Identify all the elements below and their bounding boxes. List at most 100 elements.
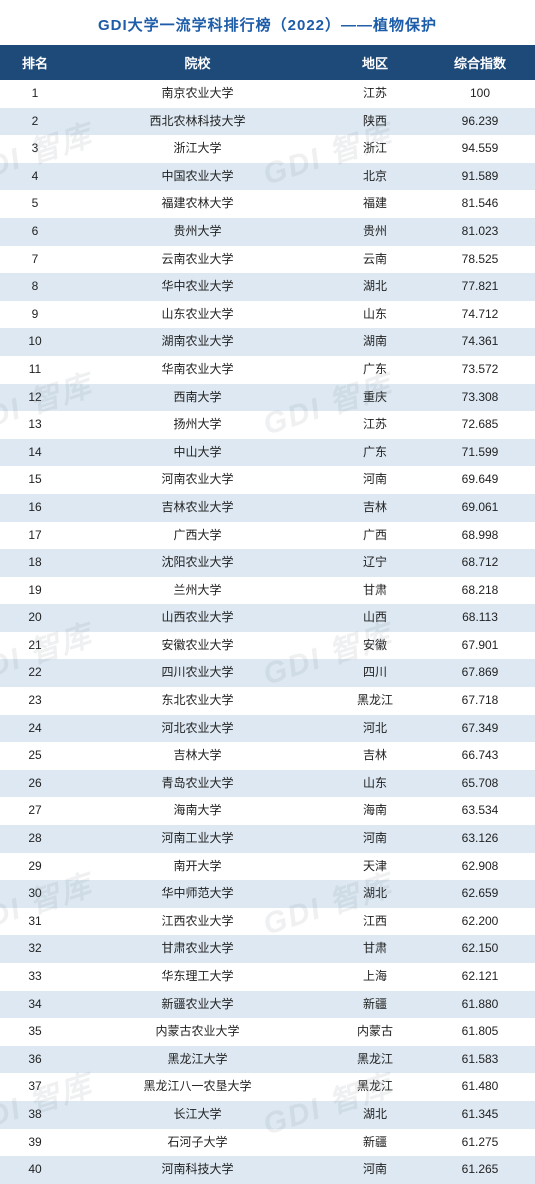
page-title: GDI大学一流学科排行榜（2022）——植物保护 (0, 0, 535, 45)
cell-rank: 3 (0, 135, 70, 163)
cell-school: 山西农业大学 (70, 604, 325, 632)
cell-score: 68.218 (425, 577, 535, 605)
cell-rank: 29 (0, 853, 70, 881)
cell-school: 内蒙古农业大学 (70, 1018, 325, 1046)
cell-school: 四川农业大学 (70, 659, 325, 687)
col-header-region: 地区 (325, 45, 425, 80)
cell-region: 新疆 (325, 1129, 425, 1157)
cell-region: 辽宁 (325, 549, 425, 577)
cell-score: 67.718 (425, 687, 535, 715)
cell-score: 61.480 (425, 1073, 535, 1101)
cell-school: 浙江大学 (70, 135, 325, 163)
cell-region: 山东 (325, 301, 425, 329)
cell-score: 61.265 (425, 1156, 535, 1184)
cell-region: 甘肃 (325, 935, 425, 963)
cell-school: 安徽农业大学 (70, 632, 325, 660)
cell-school: 云南农业大学 (70, 246, 325, 274)
cell-school: 沈阳农业大学 (70, 549, 325, 577)
cell-school: 吉林大学 (70, 742, 325, 770)
cell-score: 73.572 (425, 356, 535, 384)
cell-score: 69.649 (425, 466, 535, 494)
cell-region: 河南 (325, 466, 425, 494)
cell-school: 西南大学 (70, 384, 325, 412)
cell-region: 甘肃 (325, 577, 425, 605)
cell-rank: 12 (0, 384, 70, 412)
cell-rank: 6 (0, 218, 70, 246)
cell-region: 湖南 (325, 328, 425, 356)
table-row: 13扬州大学江苏72.685 (0, 411, 535, 439)
cell-score: 74.712 (425, 301, 535, 329)
cell-rank: 10 (0, 328, 70, 356)
table-row: 21安徽农业大学安徽67.901 (0, 632, 535, 660)
cell-region: 天津 (325, 853, 425, 881)
cell-rank: 28 (0, 825, 70, 853)
cell-score: 68.712 (425, 549, 535, 577)
cell-region: 黑龙江 (325, 1046, 425, 1074)
cell-rank: 36 (0, 1046, 70, 1074)
cell-region: 湖北 (325, 880, 425, 908)
cell-score: 61.345 (425, 1101, 535, 1129)
table-row: 37黑龙江八一农垦大学黑龙江61.480 (0, 1073, 535, 1101)
cell-score: 62.908 (425, 853, 535, 881)
table-row: 19兰州大学甘肃68.218 (0, 577, 535, 605)
cell-school: 石河子大学 (70, 1129, 325, 1157)
cell-region: 湖北 (325, 1101, 425, 1129)
cell-rank: 16 (0, 494, 70, 522)
cell-school: 兰州大学 (70, 577, 325, 605)
table-row: 11华南农业大学广东73.572 (0, 356, 535, 384)
cell-region: 云南 (325, 246, 425, 274)
table-row: 3浙江大学浙江94.559 (0, 135, 535, 163)
table-row: 7云南农业大学云南78.525 (0, 246, 535, 274)
table-row: 15河南农业大学河南69.649 (0, 466, 535, 494)
cell-score: 61.880 (425, 991, 535, 1019)
table-row: 14中山大学广东71.599 (0, 439, 535, 467)
cell-rank: 37 (0, 1073, 70, 1101)
cell-school: 河北农业大学 (70, 715, 325, 743)
cell-school: 海南大学 (70, 797, 325, 825)
cell-score: 63.534 (425, 797, 535, 825)
cell-rank: 26 (0, 770, 70, 798)
cell-rank: 4 (0, 163, 70, 191)
cell-region: 黑龙江 (325, 1073, 425, 1101)
cell-score: 96.239 (425, 108, 535, 136)
table-row: 17广西大学广西68.998 (0, 522, 535, 550)
table-row: 38长江大学湖北61.345 (0, 1101, 535, 1129)
table-row: 2西北农林科技大学陕西96.239 (0, 108, 535, 136)
table-row: 12西南大学重庆73.308 (0, 384, 535, 412)
cell-region: 安徽 (325, 632, 425, 660)
table-row: 26青岛农业大学山东65.708 (0, 770, 535, 798)
cell-school: 扬州大学 (70, 411, 325, 439)
table-row: 24河北农业大学河北67.349 (0, 715, 535, 743)
cell-score: 74.361 (425, 328, 535, 356)
table-row: 39石河子大学新疆61.275 (0, 1129, 535, 1157)
table-row: 27海南大学海南63.534 (0, 797, 535, 825)
cell-score: 72.685 (425, 411, 535, 439)
cell-school: 新疆农业大学 (70, 991, 325, 1019)
cell-score: 65.708 (425, 770, 535, 798)
cell-school: 河南工业大学 (70, 825, 325, 853)
table-row: 1南京农业大学江苏100 (0, 80, 535, 108)
cell-rank: 33 (0, 963, 70, 991)
cell-school: 中国农业大学 (70, 163, 325, 191)
cell-rank: 27 (0, 797, 70, 825)
cell-region: 新疆 (325, 991, 425, 1019)
cell-rank: 40 (0, 1156, 70, 1184)
cell-school: 青岛农业大学 (70, 770, 325, 798)
table-row: 30华中师范大学湖北62.659 (0, 880, 535, 908)
cell-rank: 23 (0, 687, 70, 715)
table-row: 9山东农业大学山东74.712 (0, 301, 535, 329)
cell-region: 江苏 (325, 80, 425, 108)
table-row: 20山西农业大学山西68.113 (0, 604, 535, 632)
cell-region: 江苏 (325, 411, 425, 439)
cell-rank: 22 (0, 659, 70, 687)
cell-rank: 15 (0, 466, 70, 494)
cell-score: 94.559 (425, 135, 535, 163)
cell-school: 华中农业大学 (70, 273, 325, 301)
cell-score: 61.583 (425, 1046, 535, 1074)
table-body: 1南京农业大学江苏1002西北农林科技大学陕西96.2393浙江大学浙江94.5… (0, 80, 535, 1184)
cell-score: 71.599 (425, 439, 535, 467)
cell-region: 山西 (325, 604, 425, 632)
table-row: 10湖南农业大学湖南74.361 (0, 328, 535, 356)
cell-school: 河南农业大学 (70, 466, 325, 494)
cell-school: 江西农业大学 (70, 908, 325, 936)
